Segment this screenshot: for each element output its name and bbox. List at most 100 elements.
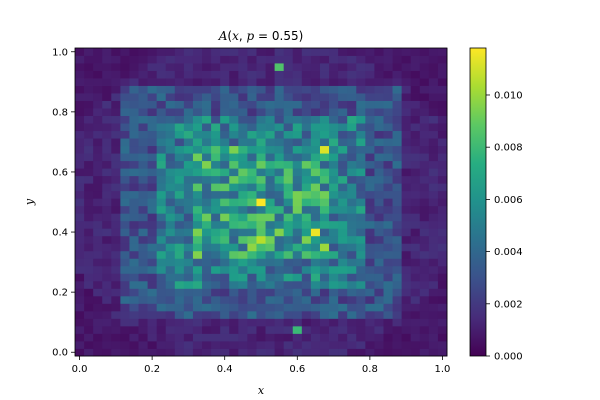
heatmap-cell [174,250,185,259]
heatmap-cell [238,198,248,207]
heatmap-cell [174,348,185,357]
heatmap-cell [75,258,85,267]
heatmap-cell [220,205,230,214]
heatmap-cell [75,235,85,244]
heatmap-cell [174,198,185,207]
heatmap-cell [365,115,375,124]
heatmap-cell [165,243,176,252]
heatmap-cell [102,93,112,101]
heatmap-cell [120,265,130,274]
heatmap-cell [319,130,330,139]
heatmap-cell [93,280,103,289]
heatmap-cell [419,175,430,184]
heatmap-cell [129,243,139,252]
heatmap-cell [93,333,103,342]
heatmap-cell [202,295,212,304]
heatmap-cell [75,160,85,169]
heatmap-cell [356,220,366,229]
heatmap-cell [256,100,266,109]
heatmap-cell [410,130,421,139]
heatmap-cell [238,235,248,244]
heatmap-cell [265,228,276,237]
heatmap-cell [147,243,158,252]
heatmap-cell [183,153,194,162]
heatmap-cell [220,325,230,334]
heatmap-cell [301,303,312,312]
heatmap-cell [202,348,212,357]
heatmap-cell [437,325,448,334]
heatmap-cell [229,340,239,349]
heatmap-cell [283,243,294,252]
heatmap-cell [120,48,130,56]
heatmap-cell [183,198,194,207]
heatmap-cell [120,273,130,282]
heatmap-cell [374,198,384,207]
colorbar-tick-label: 0.002 [494,299,523,310]
heatmap-cell [156,213,167,222]
colorbar-tick-label: 0.004 [494,247,523,258]
heatmap-cell [365,108,375,117]
heatmap-cell [84,295,94,304]
heatmap-cell [329,123,339,132]
heatmap-cell [247,213,257,222]
heatmap-cell [347,93,357,101]
heatmap-cell [319,183,330,192]
heatmap-cell [202,235,212,244]
heatmap-cell [292,243,303,252]
heatmap-cell [356,340,366,349]
heatmap-cell [374,63,384,71]
heatmap-cell [347,168,357,177]
heatmap-cell [374,265,384,274]
heatmap-cell [374,243,384,252]
heatmap-cell [256,123,266,132]
heatmap-cell [247,303,257,312]
heatmap-cell [392,303,403,312]
heatmap-cell [374,183,384,192]
heatmap-cell [292,213,303,222]
heatmap-cell [102,348,112,357]
heatmap-cell [365,340,375,349]
heatmap-cell [392,235,403,244]
heatmap-cell [319,115,330,124]
heatmap-cell [329,138,339,147]
heatmap-cell [383,250,393,259]
heatmap-cell [383,183,393,192]
heatmap-cell [93,288,103,297]
heatmap-cell [192,250,203,259]
heatmap-cell [238,273,248,282]
heatmap-cell [102,205,112,214]
heatmap-cell [192,273,203,282]
heatmap-cell [392,175,403,184]
heatmap-cell [419,190,430,199]
heatmap-cell [120,108,130,117]
heatmap-cell [247,348,257,357]
heatmap-cell [401,123,412,132]
heatmap-cell [147,333,158,342]
heatmap-cell [365,190,375,199]
heatmap-cell [156,325,167,334]
heatmap-cell [102,168,112,177]
heatmap-cell [392,168,403,177]
heatmap-cell [111,183,121,192]
heatmap-cell [319,318,330,327]
heatmap-cell [319,78,330,86]
heatmap-cell [283,265,294,274]
heatmap-cell [129,273,139,282]
heatmap-cell [310,93,321,101]
heatmap-cell [229,348,239,357]
heatmap-cell [347,115,357,124]
heatmap-cell [401,220,412,229]
heatmap-cell [383,160,393,169]
heatmap-cell [301,85,312,94]
heatmap-cell [292,93,303,101]
heatmap-cell [138,123,148,132]
heatmap-cell [165,295,176,304]
heatmap-cell [347,48,357,56]
heatmap-cell [401,243,412,252]
heatmap-cell [84,340,94,349]
heatmap-cell [347,250,357,259]
heatmap-cell [329,63,339,71]
heatmap-cell [428,265,439,274]
heatmap-cell [392,348,403,357]
heatmap-cell [247,183,257,192]
